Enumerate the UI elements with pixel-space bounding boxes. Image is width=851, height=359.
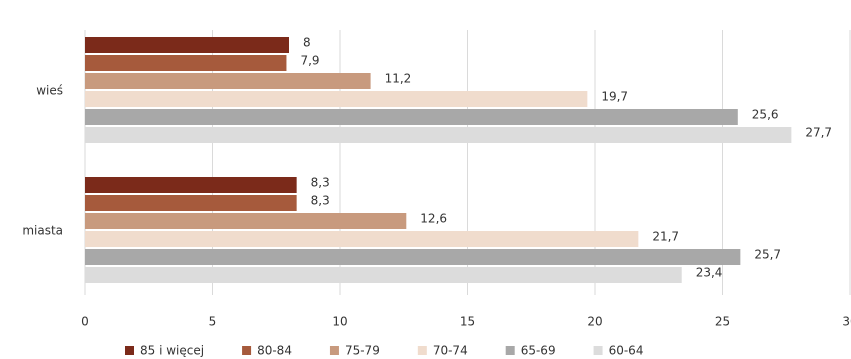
value-label: 12,6 [420,212,447,226]
x-tick-label: 15 [460,315,475,329]
legend-label: 85 i więcej [140,344,204,358]
legend-label: 80-84 [257,344,292,358]
value-label: 11,2 [385,72,412,86]
x-tick-label: 25 [715,315,730,329]
value-label: 27,7 [805,126,832,140]
x-tick-label: 0 [81,315,89,329]
value-label: 8,3 [311,176,330,190]
value-label: 25,7 [754,248,781,262]
x-tick-label: 10 [332,315,347,329]
x-tick-label: 20 [587,315,602,329]
bar [85,127,792,143]
legend-swatch [593,346,603,355]
legend-label: 75-79 [345,344,380,358]
x-tick-label: 5 [209,315,217,329]
value-label: 25,6 [752,108,779,122]
legend-swatch [417,346,427,355]
legend-swatch [242,346,252,355]
legend-swatch [125,346,134,355]
legend-label: 70-74 [433,344,468,358]
value-label: 8,3 [311,194,330,208]
bar [85,231,639,247]
bar [85,267,682,283]
value-label: 8 [303,36,311,50]
bar [85,195,297,211]
x-tick-label: 30 [842,315,851,329]
value-label: 23,4 [696,266,723,280]
bar [85,91,588,107]
bar [85,73,371,89]
legend-swatch [505,346,515,355]
bar [85,109,738,125]
category-label: wieś [36,84,63,98]
bar [85,249,741,265]
category-label: miasta [22,224,63,238]
bar [85,177,297,193]
legend-label: 65-69 [521,344,556,358]
legend-swatch [329,346,339,355]
value-label: 7,9 [300,54,319,68]
bar [85,37,289,53]
bar [85,55,287,71]
legend-label: 60-64 [609,344,644,358]
value-label: 21,7 [652,230,679,244]
value-label: 19,7 [601,90,628,104]
bar [85,213,407,229]
